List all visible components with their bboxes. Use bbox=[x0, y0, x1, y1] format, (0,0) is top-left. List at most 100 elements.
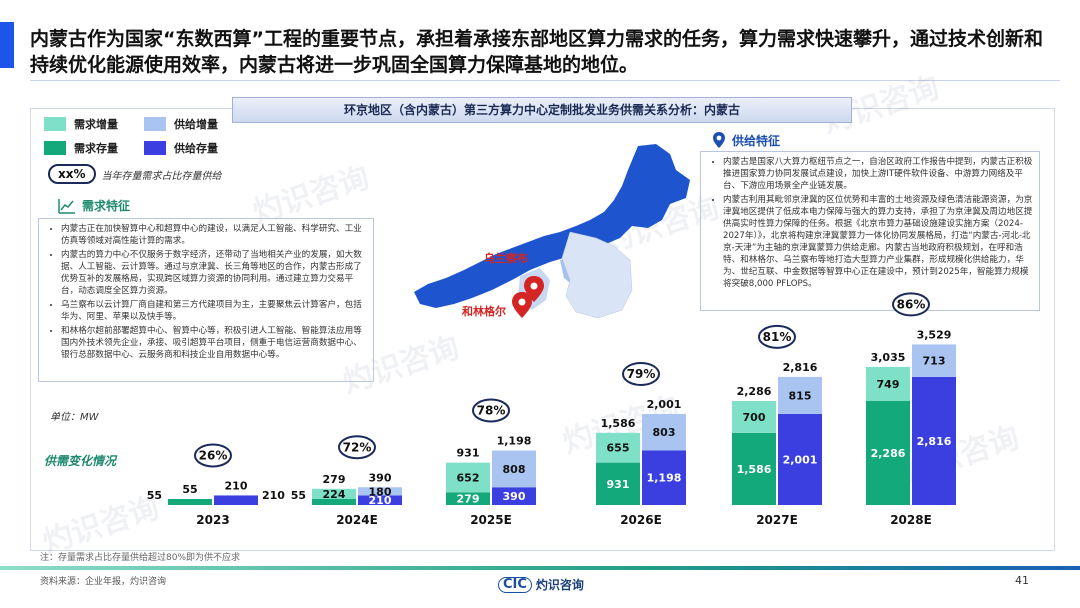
supply-list: 内蒙古是国家八大算力枢纽节点之一，自治区政府工作报告中提到，内蒙古正积极推进国家… bbox=[711, 156, 1033, 290]
supply-increase-bar bbox=[642, 413, 686, 451]
legend-swatch bbox=[144, 141, 166, 155]
supply-box: 内蒙古是国家八大算力枢纽节点之一，自治区政府工作报告中提到，内蒙古正积极推进国家… bbox=[700, 151, 1040, 311]
demand-stock-bar bbox=[168, 499, 212, 505]
panel-title: 环京地区（含内蒙古）第三方算力中心定制批发业务供需关系分析：内蒙古 bbox=[232, 97, 852, 123]
data-label: 808 bbox=[503, 463, 526, 476]
map-pin-icon bbox=[512, 292, 532, 318]
ratio-oval bbox=[622, 361, 660, 386]
demand-increase-bar bbox=[596, 432, 640, 463]
total-label: 2,286 bbox=[737, 385, 772, 398]
footnote: 注：存量需求占比存量供给超过80%即为供不应求 bbox=[40, 553, 241, 563]
map-region-hebei bbox=[561, 231, 633, 319]
supply-stock-bar bbox=[778, 413, 822, 505]
data-label: 390 bbox=[503, 490, 526, 503]
map-label-ulanqab: 乌兰察布 bbox=[484, 252, 528, 265]
data-label: 180 bbox=[369, 485, 392, 498]
legend-swatch bbox=[44, 141, 66, 155]
x-tick-label: 2023 bbox=[196, 513, 229, 527]
demand-stock-bar bbox=[312, 499, 356, 505]
supply-increase-bar bbox=[912, 344, 956, 377]
data-label: 210 bbox=[262, 489, 285, 502]
total-label: 2,001 bbox=[647, 398, 682, 411]
data-label: 2,286 bbox=[871, 447, 906, 460]
total-label: 390 bbox=[369, 471, 392, 484]
brand-mark: CIC bbox=[498, 576, 532, 593]
legend-label: 需求增量 bbox=[74, 118, 118, 131]
inner-mongolia-map bbox=[414, 144, 690, 319]
data-label: 655 bbox=[607, 442, 630, 455]
ratio-label: 79% bbox=[627, 367, 656, 381]
legend-supply-increase: 供给增量 bbox=[144, 116, 218, 132]
accent-bar bbox=[0, 22, 14, 68]
supply-increase-bar bbox=[492, 450, 536, 488]
data-label: 224 bbox=[323, 488, 346, 501]
demand-stock-bar bbox=[446, 492, 490, 505]
headline-rule bbox=[30, 80, 1060, 81]
data-label: 55 bbox=[147, 489, 162, 502]
legend-demand-stock: 需求存量 bbox=[44, 140, 118, 156]
ratio-oval bbox=[194, 443, 232, 468]
unit-label: 单位：MW bbox=[50, 412, 99, 423]
list-item: 内蒙古的算力中心不仅服务于数字经济，还带动了当地相关产业的发展，如大数据、人工智… bbox=[61, 249, 367, 297]
source-text: 资料来源：企业年报，灼识咨询 bbox=[40, 577, 167, 587]
data-label: 279 bbox=[457, 493, 480, 506]
total-label: 3,529 bbox=[917, 328, 952, 341]
legend-swatch bbox=[44, 117, 66, 131]
data-label: 815 bbox=[789, 389, 812, 402]
data-label: 55 bbox=[182, 483, 197, 496]
legend-demand-increase: 需求增量 bbox=[44, 116, 118, 132]
x-tick-label: 2028E bbox=[890, 513, 932, 527]
data-label: 749 bbox=[877, 378, 900, 391]
ratio-key-oval: xx% bbox=[48, 164, 96, 184]
ratio-label: 81% bbox=[763, 330, 792, 344]
ratio-oval bbox=[338, 435, 376, 460]
legend-label: 供给存量 bbox=[174, 142, 218, 155]
data-label: 2,001 bbox=[783, 453, 818, 466]
demand-stock-bar bbox=[866, 400, 910, 505]
supply-heading: 供给特征 bbox=[712, 131, 780, 149]
demand-increase-bar bbox=[446, 462, 490, 493]
ratio-label: 78% bbox=[477, 403, 506, 417]
legend-label: 需求存量 bbox=[74, 142, 118, 155]
ratio-oval bbox=[472, 398, 510, 423]
demand-list: 内蒙古正在加快智算中心和超算中心的建设，以满足人工智能、科学研究、工业仿真等领域… bbox=[49, 223, 367, 361]
ratio-key-text: 当年存量需求占比存量供给 bbox=[101, 170, 222, 182]
ratio-label: 26% bbox=[199, 448, 228, 462]
data-label: 210 bbox=[369, 494, 392, 507]
list-item: 内蒙古是国家八大算力枢纽节点之一，自治区政府工作报告中提到，内蒙古正积极推进国家… bbox=[723, 156, 1033, 192]
supply-increase-bar bbox=[358, 487, 402, 496]
page-number: 41 bbox=[1015, 574, 1029, 587]
ratio-key: xx% 当年存量需求占比存量供给 bbox=[48, 164, 222, 184]
trend-chart-icon bbox=[58, 198, 75, 214]
ratio-oval bbox=[758, 324, 796, 349]
supply-stock-bar bbox=[912, 376, 956, 505]
total-label: 931 bbox=[457, 447, 480, 460]
supply-heading-label: 供给特征 bbox=[732, 133, 781, 148]
list-item: 内蒙古正在加快智算中心和超算中心的建设，以满足人工智能、科学研究、工业仿真等领域… bbox=[61, 223, 367, 247]
trend-label: 供需变化情况 bbox=[44, 454, 117, 468]
total-label: 1,198 bbox=[497, 434, 532, 447]
x-tick-label: 2024E bbox=[336, 513, 378, 527]
supply-increase-bar bbox=[778, 376, 822, 414]
total-label: 3,035 bbox=[871, 351, 906, 364]
data-label: 713 bbox=[923, 355, 946, 368]
demand-heading: 需求特征 bbox=[58, 197, 130, 214]
brand-logo: CIC 灼识咨询 bbox=[498, 576, 584, 593]
data-label: 1,198 bbox=[647, 472, 682, 485]
total-label: 210 bbox=[225, 479, 248, 492]
ratio-label: 72% bbox=[343, 440, 372, 454]
demand-stock-bar bbox=[732, 432, 776, 505]
data-label: 700 bbox=[743, 411, 766, 424]
supply-stock-bar bbox=[358, 495, 402, 505]
bottom-rule bbox=[0, 566, 1080, 570]
brand-name: 灼识咨询 bbox=[535, 578, 584, 592]
demand-increase-bar bbox=[866, 366, 910, 401]
data-label: 803 bbox=[653, 426, 676, 439]
ratio-label: 86% bbox=[897, 297, 926, 311]
list-item: 内蒙古利用其毗邻京津冀的区位优势和丰富的土地资源及绿色清洁能源资源，为京津冀地区… bbox=[723, 194, 1033, 290]
x-tick-label: 2026E bbox=[620, 513, 662, 527]
supply-stock-bar bbox=[214, 495, 258, 505]
x-tick-label: 2027E bbox=[756, 513, 798, 527]
demand-stock-bar bbox=[596, 462, 640, 505]
